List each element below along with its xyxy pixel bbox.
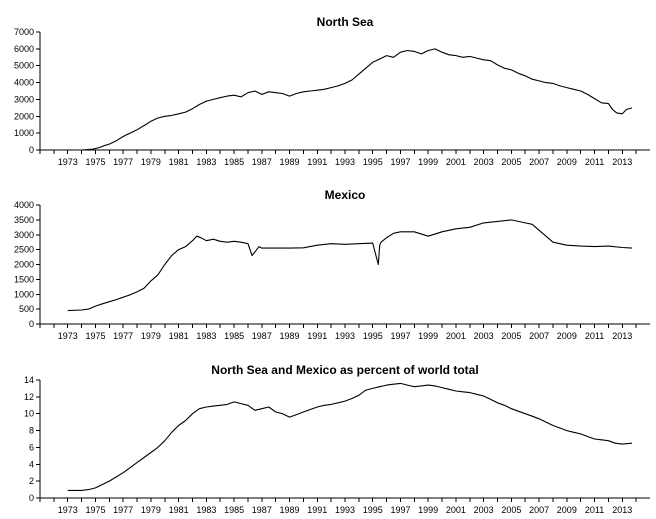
y-tick-label: 7000 [14,27,34,37]
x-tick-label: 1985 [224,157,244,167]
y-tick-label: 2000 [14,111,34,121]
y-tick-label: 3000 [14,230,34,240]
x-tick-label: 1995 [363,331,383,341]
x-tick-label: 1983 [196,331,216,341]
y-tick-label: 1500 [14,274,34,284]
x-tick-label: 1985 [224,331,244,341]
x-tick-label: 1985 [224,505,244,515]
x-tick-label: 1993 [335,157,355,167]
x-tick-label: 2001 [446,331,466,341]
x-tick-label: 1989 [280,331,300,341]
y-tick-label: 3500 [14,215,34,225]
x-tick-label: 2013 [612,157,632,167]
x-tick-label: 2005 [501,331,521,341]
x-tick-label: 2005 [501,505,521,515]
x-tick-label: 1983 [196,505,216,515]
x-tick-label: 1995 [363,505,383,515]
x-tick-label: 2001 [446,157,466,167]
x-tick-label: 2003 [474,157,494,167]
x-tick-label: 1981 [169,331,189,341]
x-tick-label: 1997 [390,505,410,515]
x-tick-label: 1977 [113,157,133,167]
y-tick-label: 500 [19,304,34,314]
x-tick-label: 2009 [557,331,577,341]
y-tick-label: 2 [29,476,34,486]
y-tick-label: 4 [29,459,34,469]
y-tick-label: 4000 [14,78,34,88]
x-tick-label: 2007 [529,157,549,167]
panel-title: Mexico [325,188,366,202]
x-tick-label: 1977 [113,331,133,341]
x-tick-label: 1999 [418,505,438,515]
x-tick-label: 1973 [58,157,78,167]
y-tick-label: 2000 [14,260,34,270]
panel-title: North Sea and Mexico as percent of world… [211,363,478,377]
x-tick-label: 2003 [474,331,494,341]
x-tick-label: 2011 [585,331,604,341]
x-tick-label: 1991 [307,157,327,167]
x-tick-label: 1995 [363,157,383,167]
x-tick-label: 1999 [418,157,438,167]
x-tick-label: 1979 [141,157,161,167]
y-tick-label: 6 [29,442,34,452]
x-tick-label: 1975 [85,505,105,515]
x-tick-label: 2009 [557,157,577,167]
x-tick-label: 1981 [169,505,189,515]
x-tick-label: 2009 [557,505,577,515]
x-tick-label: 2007 [529,505,549,515]
y-tick-label: 0 [29,319,34,329]
x-tick-label: 1991 [307,331,327,341]
x-tick-label: 2005 [501,157,521,167]
x-tick-label: 1977 [113,505,133,515]
y-tick-label: 1000 [14,289,34,299]
y-tick-label: 1000 [14,128,34,138]
x-tick-label: 1973 [58,505,78,515]
x-tick-label: 2013 [612,505,632,515]
x-tick-label: 1989 [280,505,300,515]
series-line [67,382,633,491]
x-tick-label: 2011 [585,157,604,167]
x-tick-label: 1975 [85,331,105,341]
y-tick-label: 12 [24,392,34,402]
y-tick-label: 6000 [14,44,34,54]
x-tick-label: 1997 [390,157,410,167]
x-tick-label: 1993 [335,505,355,515]
x-tick-label: 1999 [418,331,438,341]
x-tick-label: 1987 [252,505,272,515]
y-tick-label: 8 [29,426,34,436]
x-tick-label: 2013 [612,331,632,341]
series-line [67,48,633,151]
x-tick-label: 1997 [390,331,410,341]
x-tick-label: 1989 [280,157,300,167]
percent-world-total-panel: North Sea and Mexico as percent of world… [24,363,650,515]
series-line [67,219,633,312]
x-tick-label: 1979 [141,505,161,515]
y-tick-label: 2500 [14,245,34,255]
y-tick-label: 10 [24,409,34,419]
y-tick-label: 0 [29,145,34,155]
y-tick-label: 3000 [14,94,34,104]
x-tick-label: 1979 [141,331,161,341]
north-sea-panel: North Sea 0 1000 2000 3000 4000 5000 6000 7000 19… [14,15,650,167]
x-tick-label: 1993 [335,331,355,341]
panel-title: North Sea [317,15,374,29]
x-tick-label: 2003 [474,505,494,515]
x-tick-label: 1987 [252,331,272,341]
x-tick-label: 2007 [529,331,549,341]
x-tick-label: 2011 [585,505,604,515]
x-tick-label: 1991 [307,505,327,515]
x-tick-label: 1973 [58,331,78,341]
x-tick-label: 1987 [252,157,272,167]
mexico-panel: Mexico 0 500 1000 1500 2000 2500 3000 3500 4000 19… [14,188,650,341]
x-tick-label: 2001 [446,505,466,515]
x-tick-label: 1975 [85,157,105,167]
y-tick-label: 14 [24,375,34,385]
y-tick-label: 4000 [14,200,34,210]
x-tick-label: 1981 [169,157,189,167]
x-tick-label: 1983 [196,157,216,167]
y-tick-label: 0 [29,493,34,503]
y-tick-label: 5000 [14,61,34,71]
